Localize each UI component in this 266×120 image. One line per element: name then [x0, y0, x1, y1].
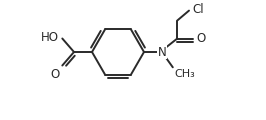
Text: O: O: [197, 32, 206, 45]
Text: HO: HO: [41, 31, 59, 44]
Text: O: O: [50, 67, 59, 81]
Text: N: N: [158, 45, 166, 59]
Text: CH₃: CH₃: [175, 69, 196, 79]
Text: Cl: Cl: [192, 3, 204, 16]
